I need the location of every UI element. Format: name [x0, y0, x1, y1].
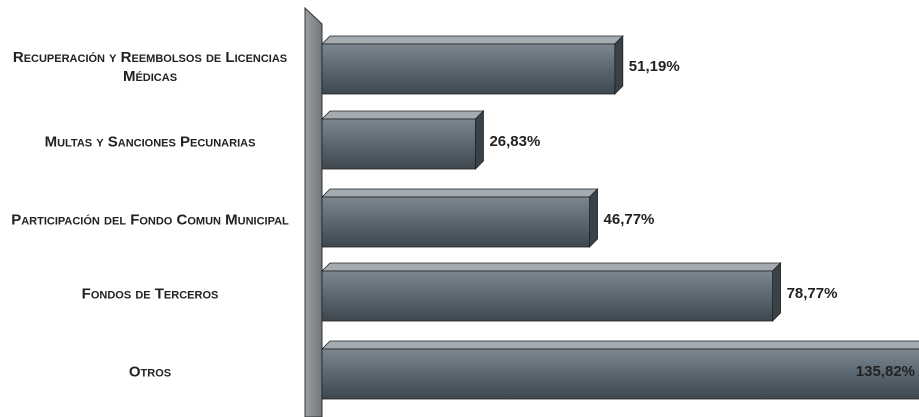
bar-end [772, 262, 781, 322]
category-label: Recuperación y Reembolsos de Licencias M… [12, 49, 288, 85]
bar-end [589, 188, 598, 248]
value-label: 26,83% [489, 133, 540, 150]
bar [321, 348, 919, 400]
value-label: 135,82% [856, 363, 915, 380]
bar-top [321, 262, 782, 272]
bar-top [321, 340, 919, 350]
wall [304, 6, 323, 417]
bar-top [321, 110, 485, 120]
bar-top [321, 35, 624, 45]
bar [321, 118, 476, 170]
bar [321, 43, 616, 95]
bar [321, 270, 773, 322]
bar-end [614, 35, 624, 95]
value-label: 51,19% [629, 58, 680, 75]
category-label: Fondos de Terceros [81, 285, 219, 303]
bar-end [475, 110, 484, 170]
value-label: 46,77% [604, 211, 655, 228]
category-label: Participación del Fondo Comun Municipal [11, 211, 289, 229]
value-label: 78,77% [787, 285, 838, 302]
category-label: Multas y Sanciones Pecunarias [44, 133, 256, 151]
bar-top [321, 188, 599, 198]
bar [321, 196, 590, 248]
category-label: Otros [128, 363, 172, 381]
